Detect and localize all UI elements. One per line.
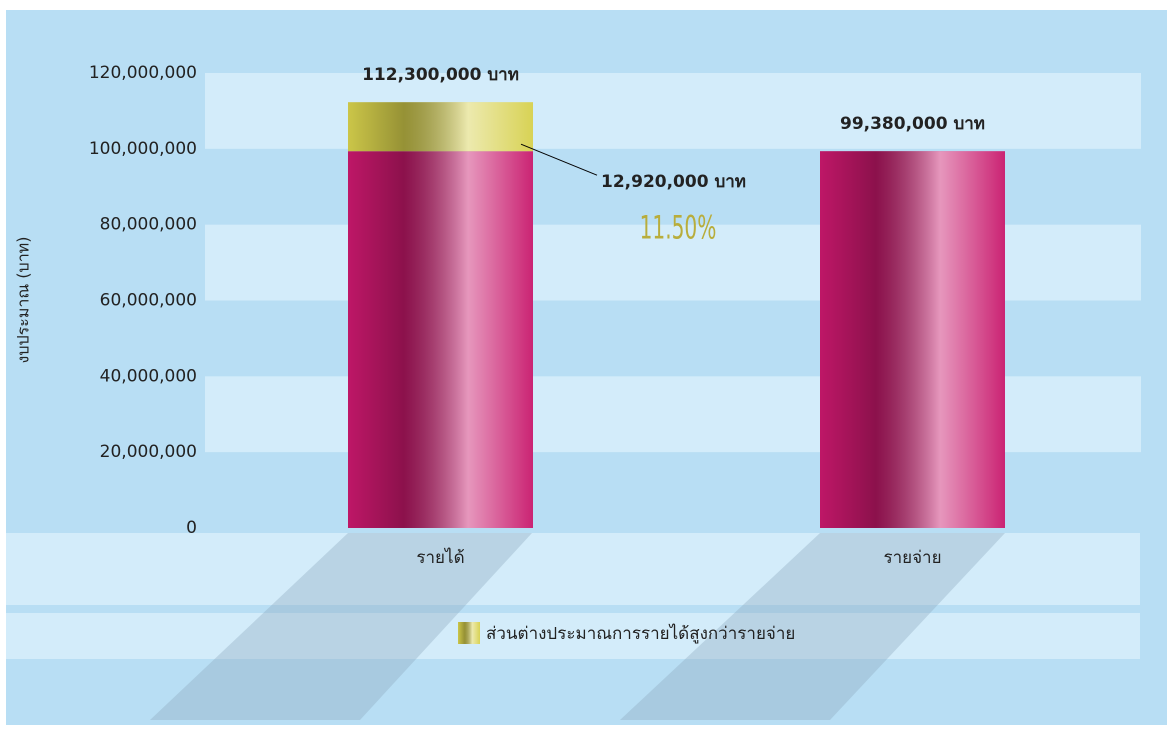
y-tick-label: 100,000,000: [89, 139, 197, 159]
x-tick-label: รายจ่าย: [883, 548, 941, 568]
legend-shine: [458, 622, 480, 644]
bar-shine: [348, 151, 533, 528]
legend-label: ส่วนต่างประมาณการรายได้สูงกว่ารายจ่าย: [486, 623, 795, 644]
y-tick-label: 120,000,000: [89, 63, 197, 83]
y-axis-title: งบประมาณ (บาท): [14, 237, 33, 364]
bar-shine: [348, 102, 533, 152]
y-tick-label: 40,000,000: [100, 366, 197, 386]
leader-line: [520, 143, 598, 176]
y-tick-label: 20,000,000: [100, 442, 197, 462]
x-tick-label: รายได้: [416, 547, 464, 568]
bar-shadow: [150, 533, 532, 720]
bar-shadow: [620, 533, 1005, 720]
y-tick-label: 60,000,000: [100, 291, 197, 311]
y-tick-label: 0: [186, 518, 197, 538]
grid-band: [205, 73, 1141, 149]
total-label: 112,300,000 บาท: [362, 65, 519, 85]
total-label: 99,380,000 บาท: [840, 114, 985, 134]
bar-shine: [820, 151, 1005, 528]
band: [6, 533, 1140, 605]
annotation: 11.50%: [640, 208, 717, 246]
band: [6, 613, 1140, 659]
data-label: 12,920,000 บาท: [601, 172, 746, 192]
y-tick-label: 80,000,000: [100, 215, 197, 235]
